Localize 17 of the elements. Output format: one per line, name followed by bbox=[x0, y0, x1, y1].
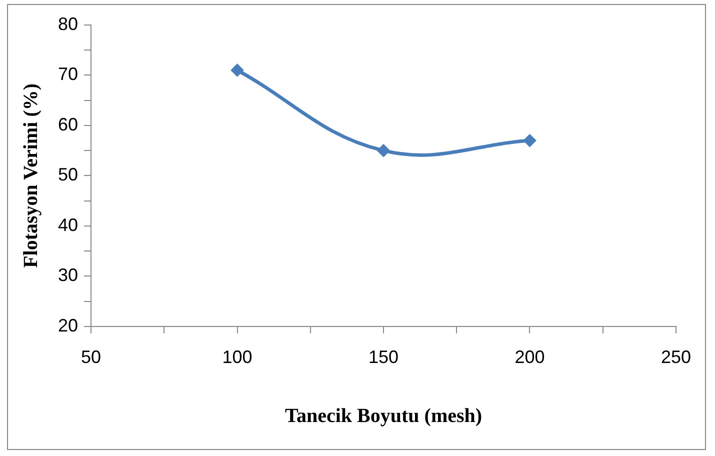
point bbox=[523, 134, 536, 148]
x-tick-label: 200 bbox=[514, 347, 545, 368]
y-tick-label: 80 bbox=[58, 14, 78, 34]
x-tick-label: 50 bbox=[81, 347, 102, 368]
x-tick-label: 250 bbox=[660, 347, 692, 368]
y-tick-label: 60 bbox=[58, 114, 78, 134]
point bbox=[377, 144, 390, 158]
point bbox=[230, 64, 244, 77]
x-tick-label: 150 bbox=[368, 347, 399, 368]
y-axis-title: Flotasyon Verimi (%) bbox=[20, 83, 42, 268]
y-tick-label: 30 bbox=[58, 265, 78, 286]
y-tick-label: 40 bbox=[58, 214, 78, 235]
y-tick-label: 20 bbox=[58, 315, 78, 336]
x-tick-label: 100 bbox=[222, 347, 252, 368]
x-axis-title: Tanecik Boyutu (mesh) bbox=[284, 405, 482, 428]
y-tick-label: 50 bbox=[58, 164, 78, 185]
y-tick-label: 70 bbox=[58, 64, 78, 84]
